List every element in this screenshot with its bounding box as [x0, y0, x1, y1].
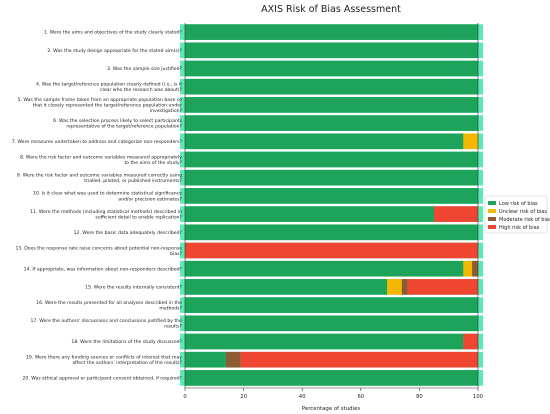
bar-segment-unclear-risk-of-bias	[463, 133, 478, 150]
bar-segment-high-risk-of-bias	[434, 206, 478, 222]
x-tick-label: 60	[357, 394, 364, 400]
chart-title: AXIS Risk of Bias Assessment	[261, 4, 401, 15]
x-axis-label: Percentage of studies	[302, 406, 361, 412]
legend-entry: High risk of bias	[499, 225, 540, 231]
question-labels: 1. Were the aims and objectives of the s…	[12, 30, 183, 382]
x-axis: 0 20 40 60 80 100	[183, 23, 483, 400]
question-label: 16. Were the results presented for all a…	[36, 300, 182, 312]
bar-segment-moderate-risk-of-bias	[472, 260, 478, 277]
bar-segment-unclear-risk-of-bias	[463, 260, 473, 277]
question-label: 20. Was ethical approval or participant …	[22, 376, 182, 382]
legend-entry: Low risk of bias	[499, 201, 538, 207]
question-label: 4. Was the target/reference population c…	[36, 82, 183, 94]
legend-swatch	[488, 225, 496, 229]
question-label: 2. Was the study design appropriate for …	[47, 48, 182, 54]
question-label: 12. Were the basic data adequately descr…	[74, 230, 183, 236]
question-label: 9. Were the risk factor and outcome vari…	[17, 173, 183, 185]
bar-segment-low-risk-of-bias	[185, 169, 478, 186]
question-label: 5. Was the sample frame taken from an ap…	[18, 97, 183, 114]
question-label: 17. Were the authors' discussions and co…	[30, 318, 182, 330]
bar-segment-low-risk-of-bias	[185, 297, 478, 313]
legend-entry: Moderate risk of bias	[499, 217, 550, 223]
bar-segment-high-risk-of-bias	[240, 351, 478, 368]
bar-segment-low-risk-of-bias	[185, 78, 478, 95]
x-tick-label: 0	[183, 394, 186, 400]
question-label: 6. Was the selection process likely to s…	[53, 118, 182, 130]
question-label: 3. Was the sample size justified?	[107, 66, 183, 72]
bar-segment-low-risk-of-bias	[185, 333, 464, 350]
question-label: 13. Does the response rate raise concern…	[15, 245, 182, 257]
bar-segment-moderate-risk-of-bias	[401, 279, 408, 295]
question-label: 7. Were measures undertaken to address a…	[12, 139, 183, 145]
bars-group	[180, 24, 483, 386]
legend-swatch	[488, 209, 496, 213]
x-tick-label: 40	[299, 394, 306, 400]
bar-segment-low-risk-of-bias	[185, 315, 478, 332]
bar-segment-low-risk-of-bias	[185, 24, 478, 40]
question-label: 14. If appropriate, was information abou…	[24, 266, 183, 272]
bar-segment-low-risk-of-bias	[185, 370, 478, 386]
x-tick-label: 100	[473, 394, 483, 400]
question-label: 1. Were the aims and objectives of the s…	[44, 30, 183, 36]
legend-box	[484, 195, 548, 234]
legend-entry: Unclear risk of bias	[499, 209, 547, 215]
bar-segment-high-risk-of-bias	[185, 242, 478, 259]
question-label: 8. Were the risk factor and outcome vari…	[20, 154, 182, 166]
legend-swatch	[488, 217, 496, 221]
question-label: 10. Is it clear what was used to determi…	[33, 191, 183, 203]
bar-segment-high-risk-of-bias	[407, 279, 478, 295]
bar-segment-low-risk-of-bias	[185, 351, 227, 368]
bar-segment-low-risk-of-bias	[185, 151, 478, 168]
bar-segment-unclear-risk-of-bias	[387, 279, 402, 295]
bar-segment-low-risk-of-bias	[185, 97, 478, 113]
bar-segment-low-risk-of-bias	[185, 133, 464, 150]
bar-segment-low-risk-of-bias	[185, 260, 464, 277]
question-label: 18. Were the limitations of the study di…	[71, 339, 182, 345]
bar-segment-moderate-risk-of-bias	[226, 351, 241, 368]
bar-segment-low-risk-of-bias	[185, 279, 388, 295]
question-label: 19. Were there any funding sources or co…	[26, 355, 183, 367]
bar-segment-low-risk-of-bias	[185, 60, 478, 77]
bar-segment-low-risk-of-bias	[185, 115, 478, 131]
bar-segment-low-risk-of-bias	[185, 224, 478, 241]
question-label: 11. Were the methods (including statisti…	[30, 209, 182, 221]
question-label: 15. Were the results internally consiste…	[85, 285, 183, 291]
legend-swatch	[488, 201, 496, 205]
x-tick-label: 80	[416, 394, 423, 400]
legend: Low risk of bias Unclear risk of bias Mode…	[484, 195, 550, 234]
bar-segment-high-risk-of-bias	[463, 333, 478, 350]
bar-segment-low-risk-of-bias	[185, 206, 435, 222]
x-tick-label: 20	[240, 394, 247, 400]
bar-segment-low-risk-of-bias	[185, 42, 478, 59]
bar-segment-low-risk-of-bias	[185, 188, 478, 204]
